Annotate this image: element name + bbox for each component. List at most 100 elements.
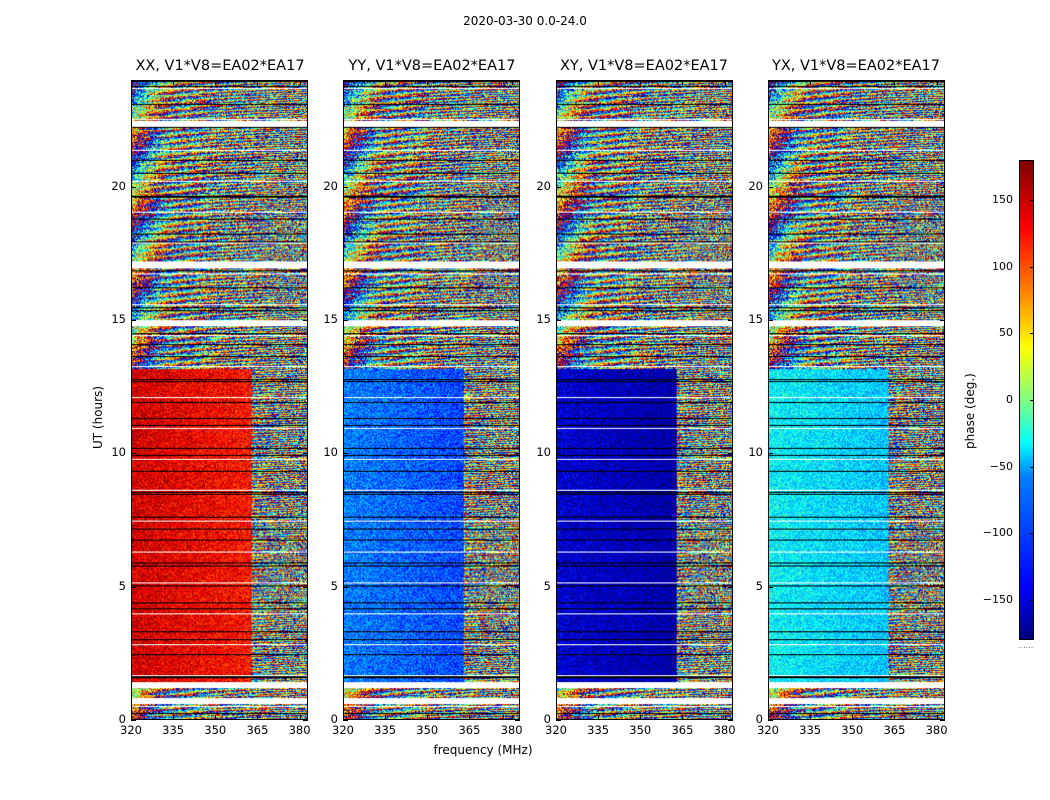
x-tick-label: 380 <box>500 723 523 737</box>
y-tick-mark <box>940 453 945 455</box>
y-tick-mark <box>131 720 136 721</box>
x-tick-mark <box>511 715 513 720</box>
y-tick-mark <box>728 320 733 321</box>
y-tick-mark <box>131 320 136 321</box>
y-tick-label: 0 <box>118 712 126 726</box>
y-tick-label: 15 <box>536 312 551 326</box>
y-tick-mark <box>515 586 520 588</box>
y-tick-label: 0 <box>330 712 338 726</box>
colorbar-tick-mark <box>1030 533 1034 535</box>
y-tick-mark <box>515 720 520 721</box>
x-tick-label: 335 <box>587 723 610 737</box>
y-tick-label: 10 <box>536 445 551 460</box>
y-tick-label: 20 <box>748 178 763 193</box>
colorbar-tick-mark <box>1030 200 1034 201</box>
y-tick-mark <box>556 720 561 721</box>
x-tick-mark <box>469 80 471 85</box>
colorbar-tick-label: 100 <box>992 259 1013 273</box>
colorbar-tick-mark <box>1030 333 1034 335</box>
x-tick-mark <box>894 715 896 720</box>
x-tick-label: 335 <box>162 723 185 737</box>
x-tick-label: 335 <box>374 723 397 737</box>
colorbar-tick-mark <box>1030 266 1034 268</box>
x-tick-mark <box>724 715 726 720</box>
x-tick-mark <box>936 715 938 720</box>
y-tick-mark <box>131 586 136 588</box>
x-axis-label: frequency (MHz) <box>433 743 533 757</box>
x-tick-label: 380 <box>925 723 948 737</box>
x-tick-label: 365 <box>458 723 481 737</box>
x-tick-label: 350 <box>204 723 227 737</box>
y-tick-label: 10 <box>323 445 338 460</box>
y-tick-label: 15 <box>323 312 338 326</box>
y-tick-mark <box>728 586 733 588</box>
y-tick-label: 0 <box>543 712 551 726</box>
x-tick-mark <box>724 80 726 85</box>
y-tick-mark <box>343 720 348 721</box>
x-tick-mark <box>852 715 854 720</box>
y-tick-mark <box>940 186 945 188</box>
x-tick-mark <box>469 715 471 720</box>
y-tick-label: 15 <box>748 312 763 326</box>
y-tick-mark <box>303 720 308 721</box>
y-tick-mark <box>343 586 348 588</box>
y-tick-mark <box>556 186 561 188</box>
heatmap-canvas-xx <box>132 81 307 719</box>
x-tick-mark <box>343 80 344 85</box>
x-tick-mark <box>299 80 301 85</box>
y-tick-mark <box>303 586 308 588</box>
y-tick-mark <box>303 186 308 188</box>
x-tick-mark <box>427 80 429 85</box>
x-tick-label: 335 <box>799 723 822 737</box>
x-tick-mark <box>173 715 175 720</box>
heatmap-panel-yy <box>343 80 520 720</box>
x-tick-mark <box>215 715 217 720</box>
y-tick-label: 5 <box>118 578 126 593</box>
colorbar-tick-label: 150 <box>992 193 1013 206</box>
x-tick-label: 365 <box>671 723 694 737</box>
colorbar-label: phase (deg.) <box>963 373 977 449</box>
y-tick-mark <box>515 453 520 455</box>
x-tick-mark <box>173 80 175 85</box>
colorbar-tick-mark <box>1030 466 1034 468</box>
y-tick-mark <box>728 453 733 455</box>
x-tick-mark <box>427 715 429 720</box>
x-tick-mark <box>640 715 642 720</box>
x-tick-mark <box>640 80 642 85</box>
x-tick-label: 365 <box>883 723 906 737</box>
y-tick-mark <box>768 586 773 588</box>
x-tick-mark <box>299 715 301 720</box>
y-tick-mark <box>131 186 136 188</box>
y-tick-mark <box>768 720 773 721</box>
x-tick-mark <box>598 80 600 85</box>
x-tick-mark <box>682 80 684 85</box>
x-tick-mark <box>894 80 896 85</box>
y-tick-label: 0 <box>755 712 763 726</box>
x-tick-label: 350 <box>841 723 864 737</box>
x-tick-mark <box>385 80 387 85</box>
colorbar-tick-mark <box>1030 600 1034 601</box>
x-tick-mark <box>511 80 513 85</box>
x-tick-mark <box>131 715 132 720</box>
y-tick-mark <box>303 320 308 321</box>
x-tick-mark <box>598 715 600 720</box>
heatmap-canvas-xy <box>557 81 732 719</box>
x-tick-label: 320 <box>757 723 779 737</box>
colorbar-tick-label: 0 <box>1006 393 1013 406</box>
y-tick-mark <box>728 186 733 188</box>
x-tick-mark <box>556 715 557 720</box>
x-tick-label: 380 <box>288 723 311 737</box>
heatmap-canvas-yy <box>344 81 519 719</box>
y-tick-mark <box>343 186 348 188</box>
y-axis-label: UT (hours) <box>91 385 105 449</box>
x-tick-label: 320 <box>332 723 354 737</box>
colorbar-tick-mark <box>1030 400 1034 401</box>
panel-title-yx: YX, V1*V8=EA02*EA17 <box>771 58 940 74</box>
heatmap-canvas-yx <box>769 81 944 719</box>
x-tick-mark <box>215 80 217 85</box>
x-tick-mark <box>936 80 938 85</box>
y-tick-label: 10 <box>748 445 763 460</box>
figure-suptitle: 2020-03-30 0.0-24.0 <box>463 14 587 28</box>
y-tick-mark <box>556 586 561 588</box>
